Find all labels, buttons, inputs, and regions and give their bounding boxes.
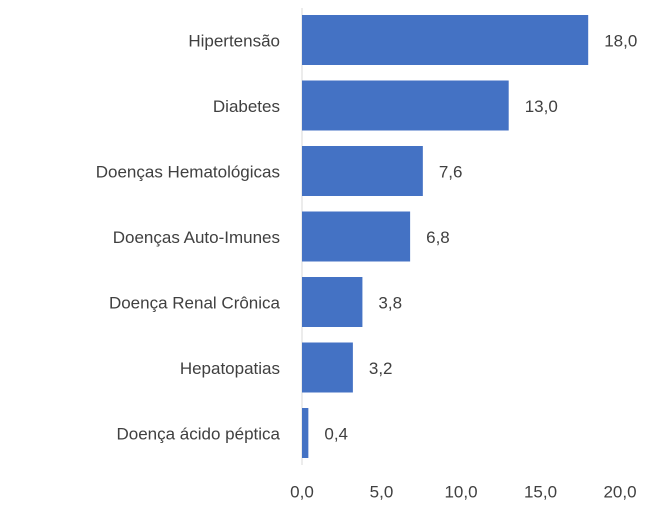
bar [302, 342, 353, 393]
value-label: 0,4 [324, 424, 348, 443]
value-label: 7,6 [439, 162, 463, 181]
y-tick-label: Hepatopatias [180, 359, 280, 378]
bar [302, 211, 411, 262]
x-tick-label: 15,0 [524, 482, 557, 501]
y-tick-label: Doença Renal Crônica [109, 293, 281, 312]
bar [302, 146, 423, 196]
bar [302, 15, 589, 65]
bar [302, 408, 309, 458]
y-tick-label: Doenças Hematológicas [96, 162, 280, 181]
y-tick-label: Doença ácido péptica [116, 424, 280, 443]
bar [302, 80, 509, 131]
value-label: 3,8 [378, 293, 402, 312]
value-label: 13,0 [525, 97, 558, 116]
bar [302, 277, 363, 327]
y-tick-label: Doenças Auto-Imunes [113, 228, 280, 247]
value-label: 6,8 [426, 228, 450, 247]
x-tick-label: 20,0 [603, 482, 636, 501]
y-tick-label: Diabetes [213, 97, 280, 116]
value-label: 3,2 [369, 359, 393, 378]
y-tick-label: Hipertensão [188, 31, 280, 50]
x-tick-label: 0,0 [290, 482, 314, 501]
x-tick-label: 5,0 [370, 482, 394, 501]
value-label: 18,0 [604, 31, 637, 50]
x-tick-label: 10,0 [444, 482, 477, 501]
